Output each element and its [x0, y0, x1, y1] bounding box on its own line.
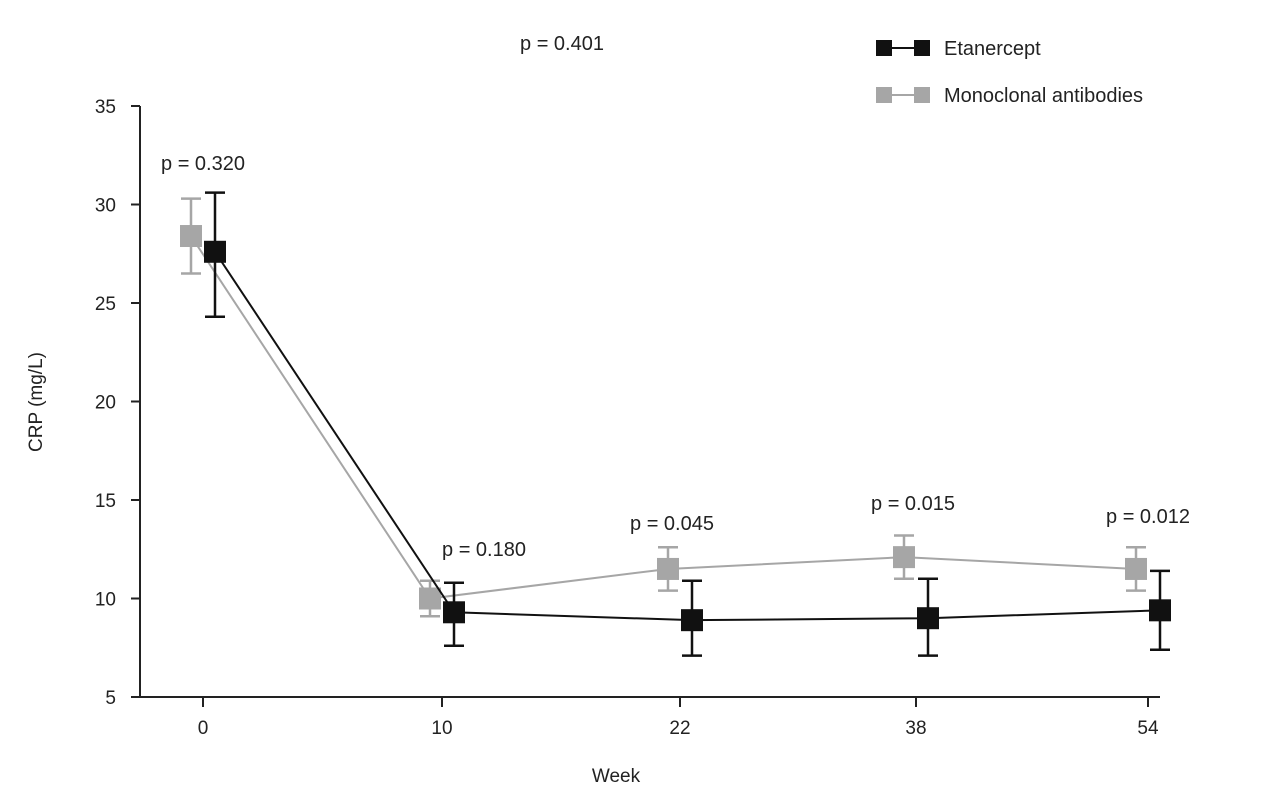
y-ticks: 5 10 15 20 25 30 35: [95, 97, 140, 709]
y-tick-label: 15: [95, 491, 116, 512]
axes: [139, 106, 1160, 698]
x-ticks: 0 10 22 38 54: [198, 697, 1159, 739]
data-point: [657, 557, 679, 580]
x-tick-label: 38: [905, 718, 926, 739]
series-line: [190, 235, 1137, 600]
series-line: [214, 251, 1161, 622]
data-point: [180, 225, 202, 248]
x-tick-label: 10: [431, 718, 452, 739]
data-point: [204, 240, 226, 263]
data-point: [1149, 599, 1171, 622]
y-tick-label: 10: [95, 590, 116, 611]
legend-item: Etanercept: [876, 38, 1041, 60]
series-etanercept: [204, 191, 1171, 657]
legend-label: Etanercept: [944, 38, 1041, 60]
p-value-annotations: p = 0.320 p = 0.180 p = 0.045 p = 0.015 p = …: [161, 153, 1190, 561]
y-tick-label: 25: [95, 294, 116, 315]
y-tick-label: 5: [105, 688, 116, 709]
y-axis-title: CRP (mg/L): [26, 352, 47, 452]
legend-label: Monoclonal antibodies: [944, 85, 1143, 107]
p-value-annotation: p = 0.180: [442, 539, 526, 561]
legend-marker: [914, 40, 930, 56]
y-tick-label: 20: [95, 393, 116, 414]
x-tick-label: 54: [1137, 718, 1159, 739]
legend-marker: [876, 87, 892, 103]
p-value-annotation: p = 0.012: [1106, 506, 1190, 528]
p-value-annotation: p = 0.320: [161, 153, 245, 175]
series-monoclonal-antibodies: [180, 197, 1147, 618]
data-point: [681, 609, 703, 632]
data-point: [419, 587, 441, 610]
legend-marker: [914, 87, 930, 103]
y-tick-label: 30: [95, 196, 116, 217]
x-axis-title: Week: [592, 766, 641, 787]
legend-item: Monoclonal antibodies: [876, 85, 1143, 107]
data-point: [893, 546, 915, 569]
legend: Etanercept Monoclonal antibodies: [876, 38, 1143, 107]
data-point: [443, 601, 465, 624]
series-layer: [180, 191, 1171, 657]
legend-marker: [876, 40, 892, 56]
data-point: [1125, 557, 1147, 580]
x-tick-label: 0: [198, 718, 209, 739]
x-tick-label: 22: [669, 718, 690, 739]
overall-p-value: p = 0.401: [520, 33, 604, 55]
data-point: [917, 607, 939, 630]
y-tick-label: 35: [95, 97, 116, 118]
p-value-annotation: p = 0.045: [630, 513, 714, 535]
p-value-annotation: p = 0.015: [871, 493, 955, 515]
